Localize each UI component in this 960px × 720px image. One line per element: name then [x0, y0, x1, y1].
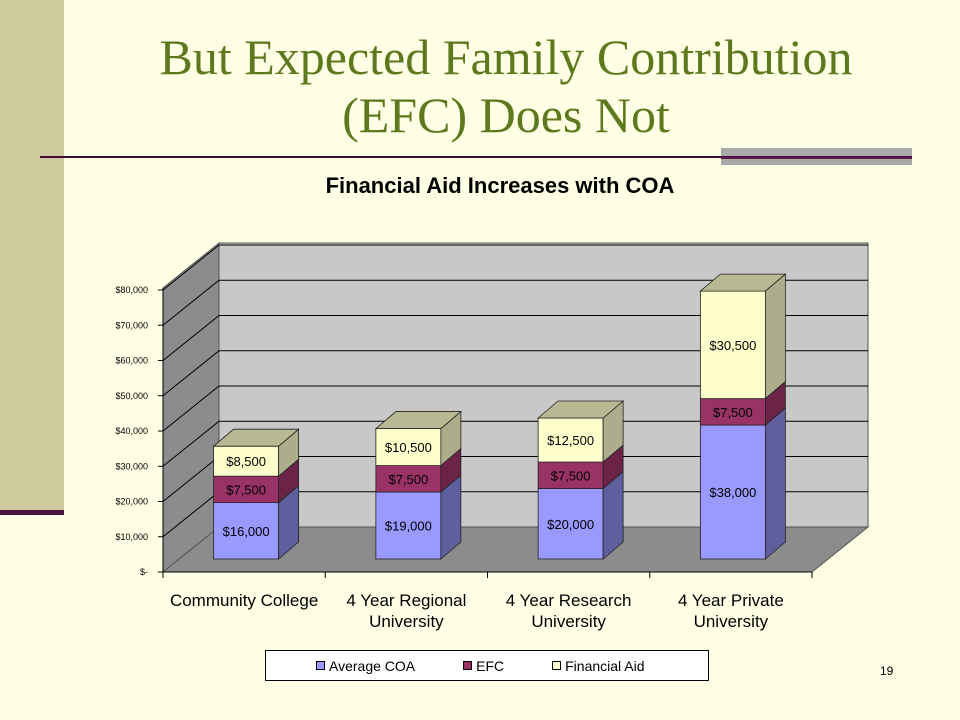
bar-segment-side — [764, 407, 786, 560]
chart-axes: $- $10,000 $20,000 $30,000 $40,000 $50,000 $60… — [115, 285, 813, 631]
bar-top-face — [537, 400, 625, 419]
bar-top-face — [374, 411, 462, 429]
y-tick-label: $50,000 — [115, 391, 148, 401]
bar-segment — [537, 461, 604, 489]
legend-label-financial-aid: Financial Aid — [565, 657, 645, 674]
bar-segment — [537, 488, 604, 560]
slide-title-line-2: (EFC) Does Not — [342, 87, 670, 143]
x-category-label: Community College — [170, 591, 318, 610]
gridline — [162, 420, 868, 467]
y-tick-label: $10,000 — [115, 532, 148, 542]
bar-segment — [699, 290, 766, 400]
y-tick-label: $- — [140, 567, 148, 577]
chart-bars — [212, 273, 787, 560]
x-category-label-line: 4 Year Research — [506, 591, 632, 610]
bar-segment — [213, 445, 280, 477]
bar-data-label: $38,000 — [709, 485, 756, 500]
legend-label-average-coa: Average COA — [329, 657, 416, 674]
title-rule — [40, 156, 912, 158]
x-category-label-line: Community College — [170, 591, 318, 610]
gridline — [162, 385, 868, 432]
bar-top-face — [699, 273, 787, 292]
x-category-label-line: University — [531, 612, 606, 631]
x-category-label: 4 Year Private University — [678, 591, 784, 631]
bar-data-label: $20,000 — [547, 517, 594, 532]
side-decoration-bar — [0, 0, 64, 510]
bar-segment — [699, 424, 766, 560]
bar-data-label: $19,000 — [385, 519, 432, 534]
legend-item-efc: EFC — [463, 658, 504, 674]
x-category-label: 4 Year Research University — [506, 591, 632, 631]
bar-data-label: $16,000 — [223, 524, 270, 539]
chart-legend: Average COA EFC Financial Aid — [265, 650, 709, 681]
legend-swatch-financial-aid — [552, 661, 562, 670]
y-tick-label: $70,000 — [115, 320, 148, 330]
y-tick-label: $40,000 — [115, 426, 148, 436]
gridline — [162, 315, 868, 361]
gridline — [162, 244, 868, 291]
bar-data-label: $7,500 — [226, 482, 266, 497]
bar-top-face — [212, 428, 300, 447]
bar-data-label: $12,500 — [547, 433, 594, 448]
legend-swatch-efc — [463, 661, 473, 670]
bar-data-label: $7,500 — [713, 405, 753, 420]
legend-label-efc: EFC — [476, 657, 505, 674]
y-tick-label: $60,000 — [115, 356, 148, 366]
legend-swatch-average-coa — [316, 661, 325, 670]
bar-segment — [213, 475, 280, 504]
bar-data-label: $7,500 — [388, 472, 428, 487]
side-decoration-foot — [0, 510, 64, 515]
slide-title: But Expected Family Contribution (EFC) D… — [66, 28, 946, 144]
legend-item-average-coa: Average COA — [316, 658, 415, 674]
chart-data-labels: $16,000 $7,500 $8,500 $19,000 $7,500 $10,500 $… — [223, 338, 757, 539]
y-tick-label: $30,000 — [115, 461, 148, 471]
slide-title-line-1: But Expected Family Contribution — [159, 29, 853, 85]
x-category-label-line: 4 Year Private — [678, 591, 784, 610]
bar-data-label: $7,500 — [551, 468, 591, 483]
chart-side-wall — [162, 241, 220, 574]
chart-title: Financial Aid Increases with COA — [325, 173, 675, 198]
legend-item-financial-aid: Financial Aid — [552, 657, 645, 674]
gridline — [162, 350, 868, 397]
y-tick-label: $80,000 — [115, 285, 148, 295]
gridline — [162, 279, 868, 326]
x-category-label: 4 Year Regional University — [346, 591, 466, 631]
title-rule-accent-line — [721, 157, 912, 159]
x-category-label-line: University — [369, 612, 444, 631]
slide-number: 19 — [880, 664, 894, 678]
x-category-label-line: University — [694, 612, 769, 631]
y-tick-label: $20,000 — [115, 497, 148, 507]
bar-data-label: $30,500 — [709, 338, 756, 353]
x-category-label-line: 4 Year Regional — [346, 591, 466, 610]
bar-data-label: $10,500 — [385, 440, 432, 455]
bar-segment — [375, 465, 442, 493]
bar-segment-side — [764, 273, 786, 400]
bar-data-label: $8,500 — [226, 454, 266, 469]
